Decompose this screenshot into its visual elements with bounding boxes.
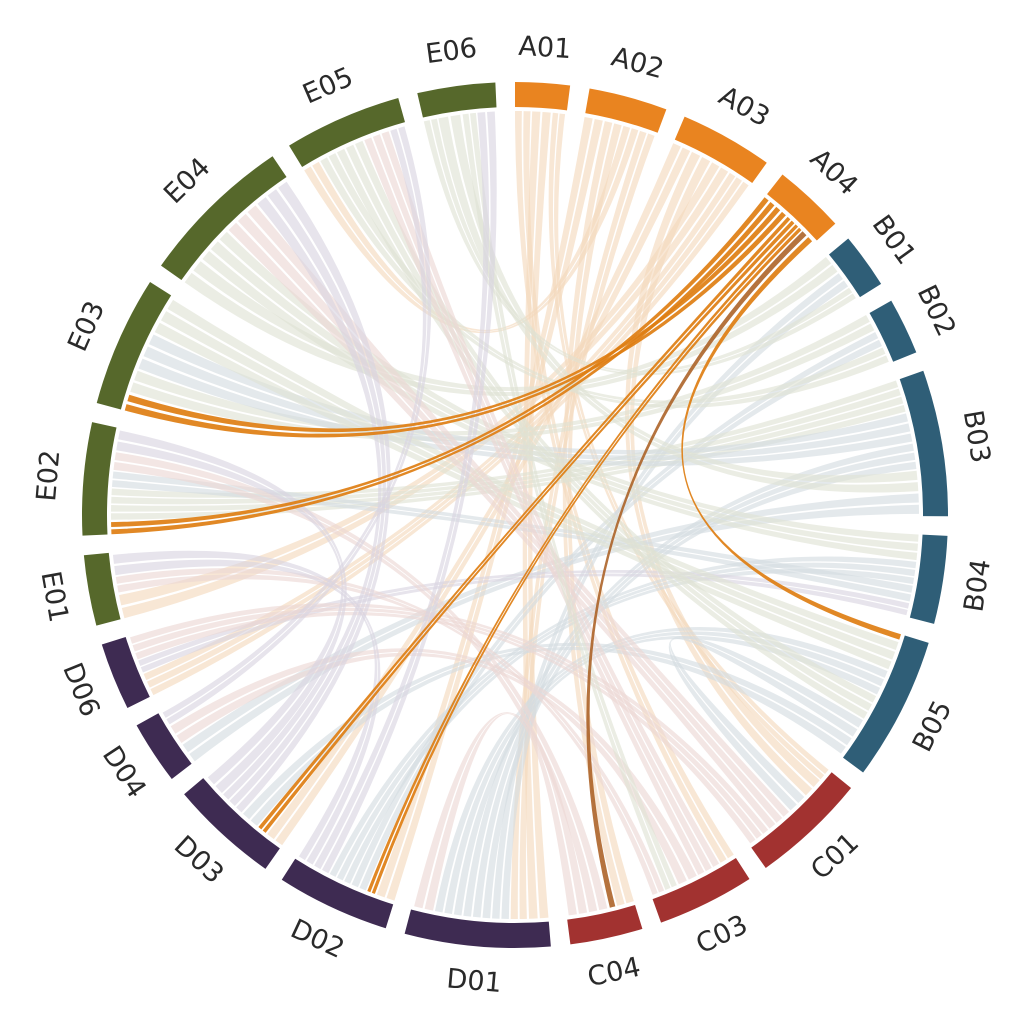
ribbon-C04-D01 [424,713,577,916]
ribbon-B03-E02 [111,388,901,505]
ribbon-A02-C04 [567,123,634,904]
segment-label-B01: B01 [866,210,922,271]
segment-label-D01: D01 [445,963,503,999]
ribbon-C03-D04 [176,652,687,885]
segment-arc-D02 [281,858,394,929]
segment-label-E05: E05 [298,61,358,110]
segment-arc-A03 [674,116,767,184]
segment-arc-E04 [161,156,287,281]
segment-label-D04: D04 [96,741,152,804]
segment-arc-B02 [869,300,917,362]
segment-label-B05: B05 [907,696,959,757]
segment-arc-C03 [652,857,750,923]
segment-label-C03: C03 [691,909,752,960]
segment-arc-E03 [96,281,172,410]
ribbon-A02-D02 [376,117,593,898]
segment-label-E03: E03 [62,297,111,357]
ribbon-C01-D06 [135,611,756,844]
ribbon-A02-D02 [386,118,603,901]
ribbon-C01-E04 [228,222,776,829]
ribbon-B05-E03 [154,322,892,670]
segment-arc-E02 [82,422,117,536]
segment-arc-A02 [585,88,667,133]
ribbon-B05-D01 [434,626,888,913]
segment-arc-layer [82,82,949,948]
ribbon-C01-D06 [132,607,762,839]
segment-arc-C04 [567,904,643,945]
segment-label-E01: E01 [34,569,74,625]
segment-label-B03: B03 [957,408,996,465]
segment-label-C01: C01 [805,827,865,886]
segment-label-E02: E02 [31,449,66,503]
ribbon-B04-E02 [111,480,912,602]
ribbon-B05-C01 [668,636,863,811]
segment-arc-D04 [136,713,192,780]
segment-arc-E01 [83,552,121,626]
ribbon-B04-E02 [112,471,913,593]
ribbon-A02-C04 [562,121,625,906]
segment-arc-A04 [766,174,836,241]
ribbon-C03-E05 [364,137,705,876]
segment-label-C04: C04 [585,952,644,994]
segment-arc-A01 [514,82,571,111]
segment-arc-B03 [899,370,949,517]
ribbon-layer [110,111,919,920]
segment-arc-B05 [842,635,929,773]
segment-label-B02: B02 [911,280,962,341]
segment-arc-C01 [751,772,852,868]
ribbon-B05-E03 [160,311,896,660]
segment-arc-D06 [101,636,150,709]
segment-label-D02: D02 [286,914,349,965]
segment-label-B04: B04 [958,557,997,614]
ribbon-C04-E02 [114,452,608,911]
segment-label-A04: A04 [804,143,864,202]
segment-arc-D03 [184,778,280,869]
segment-label-E06: E06 [424,32,479,70]
segment-label-E04: E04 [158,152,216,210]
segment-label-A02: A02 [608,41,667,85]
segment-arc-B04 [909,534,948,624]
ribbon-C03-D04 [170,648,697,880]
segment-label-A01: A01 [518,31,573,65]
segment-arc-E06 [417,82,497,118]
ribbon-B03-E03 [138,358,913,467]
segment-arc-B01 [828,238,882,298]
ribbon-C01-E04 [247,205,790,817]
segment-label-A03: A03 [713,80,774,133]
segment-arc-E05 [289,98,406,168]
segment-label-D03: D03 [168,830,230,890]
segment-arc-D01 [404,909,551,948]
segment-label-D06: D06 [56,658,105,721]
